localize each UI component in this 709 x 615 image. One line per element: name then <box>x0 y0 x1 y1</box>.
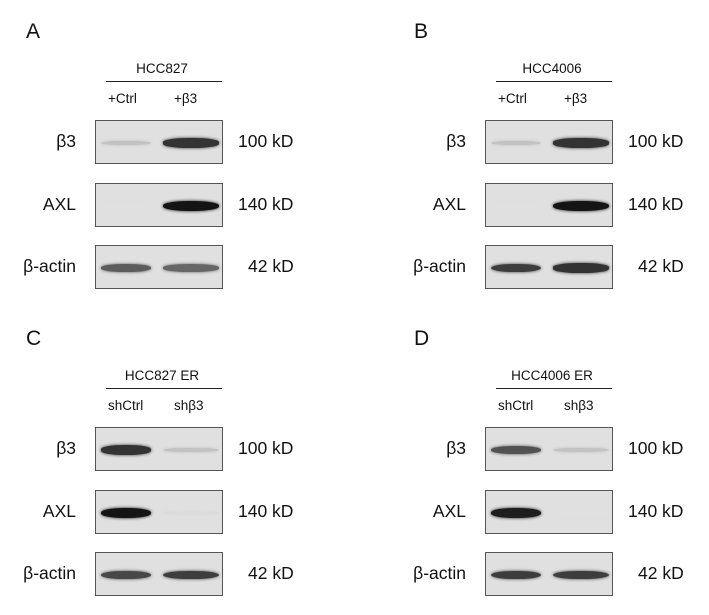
molecular-weight-label: 140 kD <box>628 194 684 214</box>
molecular-weight-label: 100 kD <box>238 131 294 151</box>
blot-strip <box>485 490 613 534</box>
band-lane-1 <box>553 201 609 211</box>
protein-label: β-actin <box>23 256 76 276</box>
protein-label: β-actin <box>413 256 466 276</box>
molecular-weight-label: 100 kD <box>238 438 294 458</box>
blot-panel-d: D HCC4006 ER shCtrl shβ3 β3 100 kD AXL 140 kD β-… <box>390 307 709 614</box>
molecular-weight-label: 42 kD <box>248 563 294 583</box>
protein-label: β3 <box>446 131 466 151</box>
band-lane-0 <box>491 570 541 580</box>
blot-strip <box>95 245 223 289</box>
cell-line-label: HCC827 ER <box>124 368 200 383</box>
band-lane-0 <box>101 140 151 146</box>
blot-strip <box>485 245 613 289</box>
blot-strip <box>95 427 223 471</box>
band-lane-1 <box>553 570 609 580</box>
band-lane-1 <box>163 201 219 211</box>
protein-label: β3 <box>56 131 76 151</box>
molecular-weight-label: 42 kD <box>248 256 294 276</box>
blot-panel-a: A HCC827 +Ctrl +β3 β3 100 kD AXL 140 kD β-actin 4… <box>0 0 354 307</box>
band-lane-0 <box>101 445 151 455</box>
band-lane-1 <box>163 264 219 272</box>
blot-strip <box>95 120 223 164</box>
band-lane-0 <box>491 263 541 273</box>
molecular-weight-label: 100 kD <box>628 438 684 458</box>
cell-line-underline <box>106 81 222 82</box>
molecular-weight-label: 140 kD <box>238 501 294 521</box>
band-lane-0 <box>491 508 541 518</box>
band-lane-0 <box>101 264 151 272</box>
blot-strip <box>95 552 223 596</box>
lane-label-1: shβ3 <box>174 398 204 413</box>
blot-strip <box>485 552 613 596</box>
band-lane-1 <box>163 570 219 580</box>
cell-line-underline <box>496 81 612 82</box>
blot-strip <box>485 427 613 471</box>
cell-line-label: HCC4006 ER <box>511 368 593 383</box>
band-lane-0 <box>491 140 541 146</box>
band-lane-0 <box>491 445 541 455</box>
protein-label: AXL <box>42 501 76 521</box>
lane-label-1: +β3 <box>564 91 588 106</box>
protein-label: β-actin <box>23 563 76 583</box>
band-lane-1 <box>163 447 219 453</box>
panel-letter: A <box>26 20 41 43</box>
blot-panel-b: B HCC4006 +Ctrl +β3 β3 100 kD AXL 140 kD β-actin… <box>390 0 709 307</box>
blot-strip <box>95 490 223 534</box>
lane-label-1: shβ3 <box>564 398 594 413</box>
blot-strip <box>485 183 613 227</box>
cell-line-label: HCC4006 <box>522 61 582 76</box>
protein-label: β3 <box>446 438 466 458</box>
molecular-weight-label: 42 kD <box>638 563 684 583</box>
molecular-weight-label: 140 kD <box>628 501 684 521</box>
band-lane-1 <box>163 510 219 516</box>
band-lane-1 <box>553 263 609 273</box>
blot-strip <box>95 183 223 227</box>
band-lane-0 <box>101 570 151 580</box>
band-lane-0 <box>101 508 151 518</box>
panel-letter: D <box>414 327 430 350</box>
band-lane-0 <box>491 204 541 208</box>
protein-label: AXL <box>42 194 76 214</box>
blot-panel-c: C HCC827 ER shCtrl shβ3 β3 100 kD AXL 140 kD β-a… <box>0 307 354 614</box>
cell-line-label: HCC827 <box>136 61 188 76</box>
lane-label-0: +Ctrl <box>498 91 527 106</box>
protein-label: AXL <box>432 194 466 214</box>
panel-letter: B <box>414 20 429 43</box>
molecular-weight-label: 100 kD <box>628 131 684 151</box>
band-lane-1 <box>163 138 219 148</box>
cell-line-underline <box>106 388 222 389</box>
band-lane-1 <box>553 138 609 148</box>
band-lane-0 <box>101 204 151 208</box>
band-lane-1 <box>553 511 609 515</box>
protein-label: AXL <box>432 501 466 521</box>
molecular-weight-label: 140 kD <box>238 194 294 214</box>
cell-line-underline <box>496 388 612 389</box>
molecular-weight-label: 42 kD <box>638 256 684 276</box>
band-lane-1 <box>553 447 609 453</box>
protein-label: β3 <box>56 438 76 458</box>
protein-label: β-actin <box>413 563 466 583</box>
lane-label-0: shCtrl <box>498 398 534 413</box>
lane-label-0: shCtrl <box>108 398 144 413</box>
panel-letter: C <box>26 327 42 350</box>
blot-strip <box>485 120 613 164</box>
lane-label-1: +β3 <box>174 91 198 106</box>
lane-label-0: +Ctrl <box>108 91 137 106</box>
